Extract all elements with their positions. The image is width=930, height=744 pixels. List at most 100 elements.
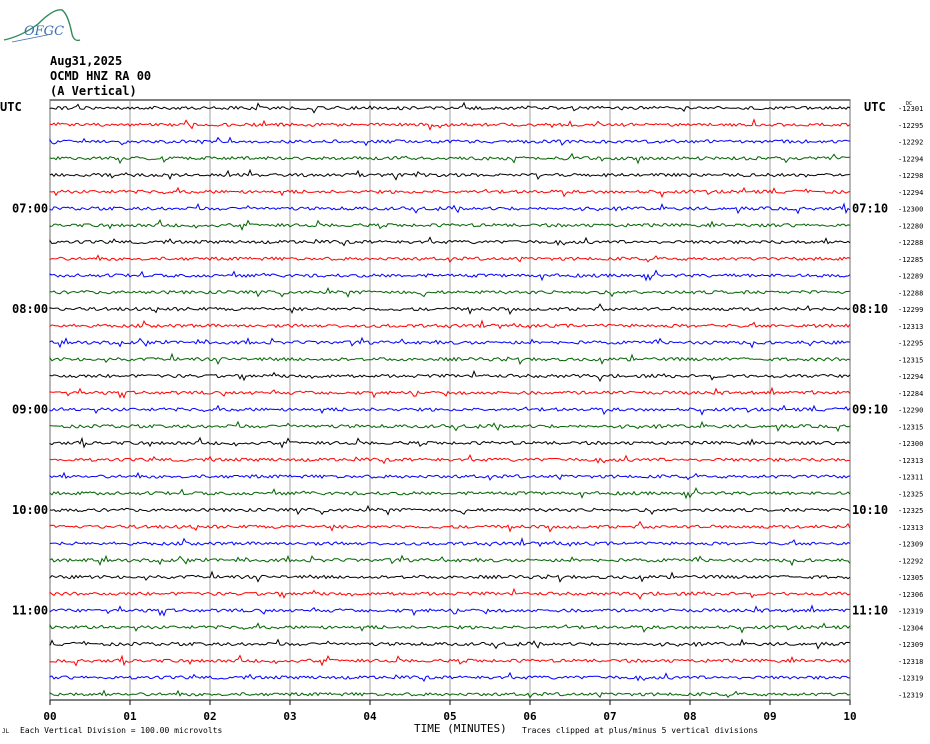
x-tick-label: 04 xyxy=(363,710,377,723)
trace-offset-label: -12290 xyxy=(898,407,923,415)
x-tick-label: 01 xyxy=(123,710,137,723)
trace-offset-label: -12288 xyxy=(898,239,923,247)
right-hour-label: 08:10 xyxy=(852,302,888,316)
trace-offset-label: -12325 xyxy=(898,490,923,498)
right-hour-label: 11:10 xyxy=(852,604,888,618)
left-hour-label: 09:00 xyxy=(12,403,48,417)
grid-layer xyxy=(49,99,851,705)
trace-offset-label: -12300 xyxy=(898,440,923,448)
trace-offset-label: -12299 xyxy=(898,306,923,314)
trace-line xyxy=(49,454,851,465)
trace-layer xyxy=(49,101,851,699)
left-hour-label: 11:00 xyxy=(12,604,48,618)
x-axis-title: TIME (MINUTES) xyxy=(414,722,507,735)
right-hour-label: 09:10 xyxy=(852,403,888,417)
x-tick-label: 03 xyxy=(283,710,296,723)
x-tick-label: 10 xyxy=(843,710,856,723)
logo-swoosh-icon xyxy=(3,9,81,43)
trace-offset-label: -12298 xyxy=(898,172,923,180)
trace-offset-label: -12295 xyxy=(898,122,923,130)
right-hour-label: 10:10 xyxy=(852,503,888,517)
trace-offset-label: -12309 xyxy=(898,641,923,649)
trace-offset-label: -12300 xyxy=(898,206,923,214)
trace-line xyxy=(49,269,851,282)
trace-offset-label: -12309 xyxy=(898,541,923,549)
trace-offset-label: -12294 xyxy=(898,189,923,197)
record-date: Aug31,2025 xyxy=(50,54,123,68)
label-layer: 00 01 02 03 04 05 06 07 08 09 10 -12301 -12295 -12292… xyxy=(0,100,923,723)
trace-line xyxy=(49,487,851,500)
trace-line xyxy=(49,604,851,617)
trace-offset-label: -12280 xyxy=(898,222,923,230)
ofgc-logo xyxy=(2,4,82,48)
trace-line xyxy=(49,136,851,147)
trace-line xyxy=(49,404,851,416)
corner-mark: JL xyxy=(2,728,10,735)
trace-line xyxy=(49,202,851,215)
trace-line xyxy=(49,520,851,533)
trace-offset-label: -12285 xyxy=(898,256,923,264)
trace-offset-label: -12319 xyxy=(898,675,923,683)
trace-offset-label: -12289 xyxy=(898,273,923,281)
trace-line xyxy=(49,420,851,433)
trace-line xyxy=(49,101,851,114)
trace-offset-label: -12315 xyxy=(898,356,923,364)
trace-line xyxy=(49,303,851,315)
trace-line xyxy=(49,168,851,181)
trace-line xyxy=(49,654,851,667)
station-code: OCMD HNZ RA 00 xyxy=(50,69,152,83)
trace-line xyxy=(49,186,851,199)
left-hour-label: 07:00 xyxy=(12,202,48,216)
trace-line xyxy=(49,118,851,131)
dc-prefix: DC xyxy=(906,101,912,107)
trace-offset-label: -12325 xyxy=(898,507,923,515)
trace-offset-label: -12306 xyxy=(898,591,923,599)
trace-line xyxy=(49,236,851,247)
x-tick-label: 02 xyxy=(203,710,216,723)
component-label: (A Vertical) xyxy=(50,84,137,98)
trace-line xyxy=(49,254,851,264)
trace-offset-label: -12294 xyxy=(898,155,923,163)
trace-line xyxy=(49,287,851,298)
division-note: Each Vertical Division = 100.00 microvol… xyxy=(20,726,223,735)
trace-line xyxy=(49,471,851,481)
trace-offset-label: -12292 xyxy=(898,139,923,147)
trace-offset-label: -12295 xyxy=(898,340,923,348)
trace-line xyxy=(49,554,851,567)
trace-offset-label: -12313 xyxy=(898,457,923,465)
left-hour-label: 10:00 xyxy=(12,503,48,517)
x-tick-label: 05 xyxy=(443,710,456,723)
trace-offset-label: -12311 xyxy=(898,474,923,482)
right-utc-title: UTC xyxy=(864,100,886,114)
trace-offset-label: -12304 xyxy=(898,624,923,632)
trace-line xyxy=(49,436,851,449)
trace-offset-label: -12313 xyxy=(898,323,923,331)
trace-line xyxy=(49,504,851,516)
trace-line xyxy=(49,689,851,699)
trace-line xyxy=(49,638,851,650)
trace-line xyxy=(49,537,851,548)
trace-offset-label: -12315 xyxy=(898,423,923,431)
trace-offset-label: -12313 xyxy=(898,524,923,532)
trace-line xyxy=(49,671,851,682)
left-utc-title: UTC xyxy=(0,100,22,114)
trace-line xyxy=(49,386,851,399)
trace-offset-label: -12305 xyxy=(898,574,923,582)
trace-offset-label: -12319 xyxy=(898,691,923,699)
left-hour-label: 08:00 xyxy=(12,302,48,316)
trace-line xyxy=(49,152,851,165)
trace-offset-label: -12292 xyxy=(898,557,923,565)
trace-offset-label: -12301 xyxy=(898,105,923,113)
right-hour-label: 07:10 xyxy=(852,202,888,216)
trace-line xyxy=(49,319,851,330)
trace-line xyxy=(49,352,851,366)
trace-line xyxy=(49,622,851,634)
x-tick-label: 06 xyxy=(523,710,537,723)
x-tick-label: 00 xyxy=(43,710,56,723)
trace-line xyxy=(49,587,851,600)
trace-offset-label: -12318 xyxy=(898,658,923,666)
trace-line xyxy=(49,218,851,231)
trace-line xyxy=(49,369,851,383)
trace-offset-label: -12319 xyxy=(898,608,923,616)
